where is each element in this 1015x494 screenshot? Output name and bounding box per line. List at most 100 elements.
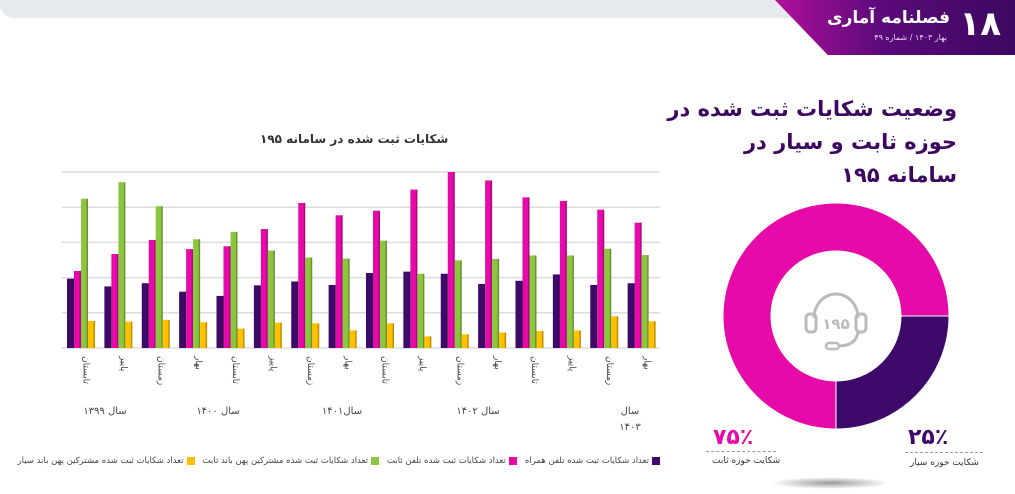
bar-2 (559, 200, 567, 348)
bar-4 (648, 321, 656, 348)
bar-shade (504, 332, 507, 348)
bar-2 (373, 210, 380, 348)
bar-shade (647, 255, 649, 348)
bar-1 (216, 295, 224, 348)
bar-shade (616, 316, 619, 348)
bar-3 (492, 258, 500, 348)
bar-shade (317, 323, 320, 348)
bar-2 (447, 172, 455, 348)
bar-shade (565, 200, 567, 348)
bar-shade (72, 278, 74, 348)
legend-label: تعداد شکایات ثبت شده تلفن ثابت (386, 456, 506, 466)
bar-4 (125, 321, 133, 348)
top-bar (0, 0, 820, 18)
bar-3 (267, 250, 275, 348)
headband (812, 292, 860, 319)
bar-shade (385, 240, 387, 348)
legend-item-fixed-broadband: تعداد شکایات ثبت شده مشترکین پهن باند ثا… (203, 456, 379, 466)
bar-4 (237, 328, 245, 348)
ear-cup (804, 312, 818, 334)
bar-2 (485, 180, 493, 348)
bar-2 (74, 270, 81, 348)
bar-shade (205, 322, 208, 348)
year-label: سال ۱۴۰۰ (196, 406, 239, 417)
bar-shade (273, 250, 275, 348)
bar-2 (186, 249, 194, 348)
mobile-percent: ۲۵٪ (908, 425, 949, 450)
bar-4 (499, 332, 507, 348)
bar-2 (522, 197, 530, 348)
x-tick-label: بهار (492, 355, 502, 370)
year-label: سال (621, 406, 640, 417)
bar-3 (566, 255, 574, 348)
bar-1 (253, 285, 261, 348)
bar-shade (168, 319, 170, 348)
bar-1 (478, 283, 486, 348)
bar-4 (461, 334, 469, 348)
bar-shade (467, 334, 469, 348)
bar-4 (312, 323, 320, 348)
legend-swatch (508, 456, 517, 465)
bar-shade (371, 273, 373, 348)
donut-slice-1 (722, 202, 950, 430)
legend-label: تعداد شکایات ثبت شده مشترکین پهن باند سی… (17, 456, 184, 466)
leader-line (905, 452, 983, 453)
x-tick-label: زمستان (454, 356, 464, 385)
bar-1 (67, 278, 74, 348)
bar-3 (529, 255, 537, 348)
bar-shade (572, 255, 574, 348)
bar-1 (179, 291, 187, 348)
x-tick-label: زمستان (604, 356, 614, 385)
bar-2 (410, 189, 418, 348)
bar-shade (86, 198, 88, 348)
page-title: وضعیت شکایات ثبت شده در حوزه ثابت و سیار… (667, 97, 957, 187)
bar-shade (123, 182, 126, 348)
bar-shade (130, 321, 133, 348)
bar-shade (483, 283, 486, 348)
bar-shade (93, 320, 95, 348)
bar-4 (387, 323, 394, 348)
bar-3 (641, 255, 649, 348)
ear-cup (854, 312, 868, 334)
bar-3 (380, 240, 387, 348)
bar-shade (497, 258, 500, 348)
bar-3 (305, 257, 313, 348)
bar-shade (191, 249, 194, 348)
bar-shade (460, 260, 462, 348)
bar-shade (422, 273, 425, 348)
bar-shade (490, 180, 493, 348)
issue-number: ۱۸ (959, 4, 1001, 44)
bar-shade (198, 239, 201, 348)
bar-1 (328, 284, 336, 348)
bar-shade (154, 239, 156, 348)
bar-shade (222, 295, 224, 348)
bar-shade (429, 336, 432, 348)
bar-4 (536, 331, 544, 348)
x-tick-label: بهار (641, 355, 651, 370)
year-label: سال۱۴۰۱ (322, 406, 362, 417)
bar-shade (640, 222, 642, 348)
bar-2 (148, 239, 156, 348)
fixed-label: شکایت حوزه ثابت (712, 456, 781, 466)
bar-2 (111, 254, 119, 348)
x-tick-label: پاییز (268, 355, 278, 372)
bar-shade (602, 209, 605, 348)
x-tick-label: زمستان (155, 356, 165, 385)
bar-1 (403, 271, 411, 348)
x-tick-label: تابستان (380, 356, 390, 384)
legend-swatch (370, 456, 379, 465)
bar-shade (542, 331, 544, 348)
headset-icon (804, 292, 868, 351)
bar-shade (229, 246, 231, 348)
bar-shade (184, 291, 187, 348)
bar-1 (440, 273, 448, 348)
bar-shade (116, 254, 119, 348)
bar-shade (446, 273, 448, 348)
year-label: سال ۱۴۰۲ (456, 406, 499, 417)
bar-shade (378, 210, 380, 348)
bar-3 (454, 260, 462, 348)
bar-1 (104, 286, 112, 348)
year-label: سال ۱۳۹۹ (83, 406, 126, 417)
bar-shade (79, 270, 81, 348)
bar-3 (342, 258, 350, 348)
